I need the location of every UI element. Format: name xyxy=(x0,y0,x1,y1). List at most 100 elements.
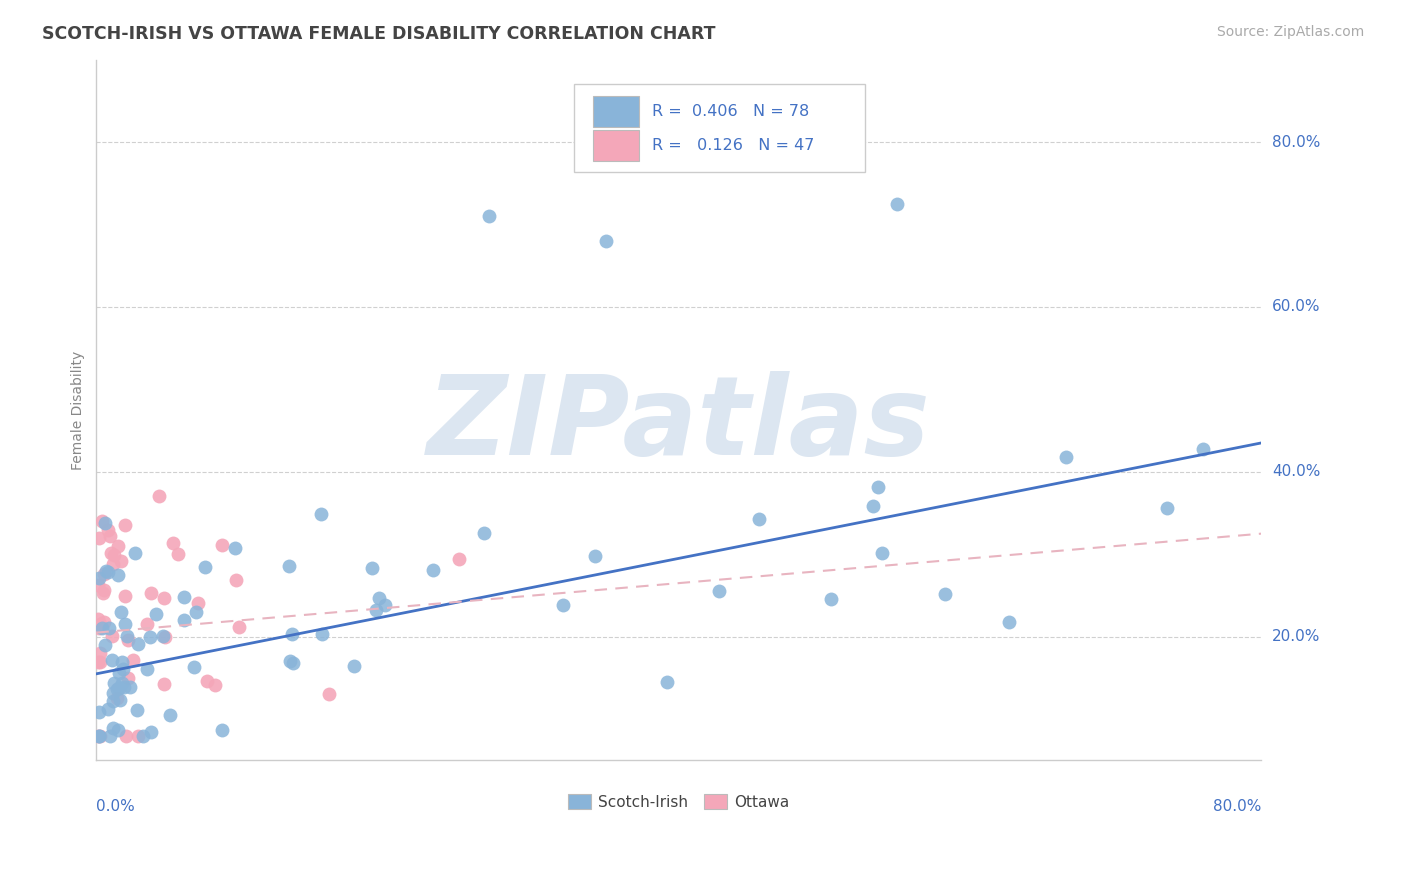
Point xyxy=(89,729,111,743)
Text: R =   0.126   N = 47: R = 0.126 N = 47 xyxy=(652,137,814,153)
Point xyxy=(90,621,112,635)
Point xyxy=(187,596,209,610)
Point xyxy=(103,694,125,708)
Point xyxy=(125,703,148,717)
Point xyxy=(184,605,207,619)
Point xyxy=(114,590,136,604)
Point xyxy=(108,693,131,707)
Point xyxy=(108,665,131,680)
Point xyxy=(748,511,770,525)
Text: R =  0.406   N = 78: R = 0.406 N = 78 xyxy=(652,104,810,119)
Point xyxy=(87,621,110,635)
Point xyxy=(91,585,114,599)
Point xyxy=(278,654,301,668)
Point xyxy=(117,629,139,643)
Point xyxy=(117,633,139,648)
FancyBboxPatch shape xyxy=(574,84,865,172)
Point xyxy=(138,631,160,645)
Point xyxy=(148,489,170,503)
Text: ZIPatlas: ZIPatlas xyxy=(427,370,931,477)
Text: 0.0%: 0.0% xyxy=(97,799,135,814)
Point xyxy=(87,612,110,626)
Point xyxy=(870,545,893,559)
Y-axis label: Female Disability: Female Disability xyxy=(72,351,86,469)
Point xyxy=(122,653,145,667)
Point xyxy=(98,529,121,543)
Point xyxy=(110,553,132,567)
Point xyxy=(110,676,132,690)
Point xyxy=(551,598,574,612)
Point xyxy=(194,559,217,574)
Point xyxy=(114,729,136,743)
Point xyxy=(449,552,471,566)
Point xyxy=(195,674,218,689)
Point xyxy=(89,531,111,545)
Point xyxy=(228,619,250,633)
Legend: Scotch-Irish, Ottawa: Scotch-Irish, Ottawa xyxy=(562,788,796,816)
Point xyxy=(225,574,247,588)
Text: SCOTCH-IRISH VS OTTAWA FEMALE DISABILITY CORRELATION CHART: SCOTCH-IRISH VS OTTAWA FEMALE DISABILITY… xyxy=(42,25,716,43)
Point xyxy=(124,546,146,560)
Point xyxy=(152,677,174,691)
Point xyxy=(93,615,115,630)
Point xyxy=(89,705,111,719)
Text: 80.0%: 80.0% xyxy=(1213,799,1261,814)
Point xyxy=(93,516,115,530)
Point xyxy=(105,682,128,697)
Point xyxy=(224,541,246,555)
Point xyxy=(478,209,501,223)
Point xyxy=(112,662,135,676)
Point xyxy=(820,592,842,607)
Point xyxy=(1192,442,1215,456)
Point xyxy=(153,630,176,644)
Point xyxy=(998,615,1021,629)
Point xyxy=(127,729,149,743)
Point xyxy=(87,655,110,669)
Point xyxy=(367,591,389,606)
Point xyxy=(89,729,111,743)
Point xyxy=(98,729,121,743)
Point xyxy=(167,547,190,561)
Point xyxy=(101,557,124,571)
Point xyxy=(107,568,129,582)
Text: Source: ZipAtlas.com: Source: ZipAtlas.com xyxy=(1216,25,1364,39)
Point xyxy=(93,566,115,581)
Point xyxy=(159,708,181,723)
Point xyxy=(97,566,120,580)
Point xyxy=(111,655,134,669)
Point xyxy=(583,549,606,564)
Point xyxy=(343,658,366,673)
Point xyxy=(472,526,495,541)
Point xyxy=(103,676,125,690)
Point xyxy=(152,629,174,643)
Point xyxy=(107,681,129,696)
Point xyxy=(94,564,117,578)
Point xyxy=(101,653,124,667)
Point xyxy=(105,690,128,705)
Point xyxy=(162,536,184,550)
Point xyxy=(707,584,730,599)
Point xyxy=(91,514,114,528)
Point xyxy=(89,617,111,632)
Point xyxy=(173,613,195,627)
Point xyxy=(87,578,110,592)
Point xyxy=(595,234,617,248)
Point xyxy=(866,480,889,494)
Point xyxy=(862,499,884,513)
Point xyxy=(127,637,149,651)
Point xyxy=(145,607,167,621)
Point xyxy=(101,629,124,643)
Point xyxy=(173,591,195,605)
Point xyxy=(94,638,117,652)
Point xyxy=(97,523,120,537)
Point xyxy=(103,686,125,700)
Point xyxy=(360,560,382,574)
Point xyxy=(153,591,176,605)
Point xyxy=(211,723,233,738)
Point xyxy=(87,729,110,743)
Point xyxy=(934,587,956,601)
Text: 40.0%: 40.0% xyxy=(1272,465,1320,479)
Point xyxy=(283,656,305,670)
Point xyxy=(1156,501,1178,516)
Point xyxy=(141,586,163,600)
